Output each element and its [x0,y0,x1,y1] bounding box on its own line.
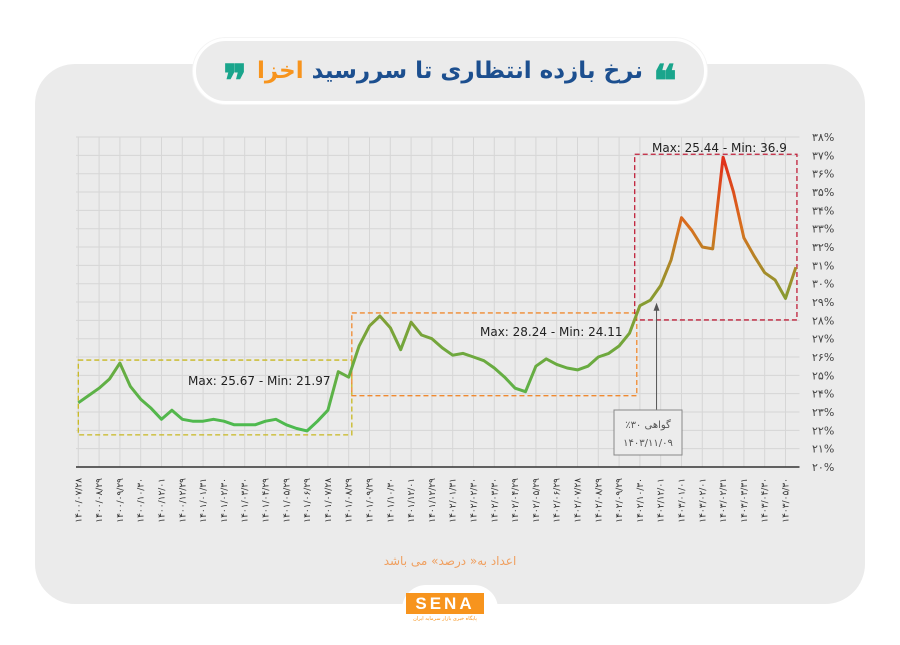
y-tick-label: ۲۲% [812,424,834,437]
x-tick-label: ۱۴۰۱/۱۲/۲۹ [428,478,438,523]
x-tick-label: ۱۴۰۳/۰۱/۰۱ [678,478,688,523]
y-tick-label: ۲۹% [812,296,834,309]
y-tick-label: ۳۳% [812,223,834,236]
y-tick-label: ۲۶% [812,351,834,364]
range-label: Max: 25.44 - Min: 36.9 [652,141,787,155]
x-tick-label: ۱۴۰۲/۰۸/۲۹ [594,478,604,523]
x-tick-label: ۱۴۰۲/۰۴/۲۹ [511,478,521,523]
title-accent: اخزا [256,58,304,84]
x-tick-label: ۱۴۰۲/۰۵/۲۹ [532,478,542,523]
x-tick-label: ۱۴۰۰/۰۷/۲۸ [74,478,84,523]
x-tick-label: ۱۴۰۱/۰۲/۳۰ [220,478,230,523]
x-tick-label: ۱۴۰۱/۰۹/۲۹ [366,478,376,523]
x-tick-label: ۱۴۰۱/۰۳/۳۰ [241,478,251,523]
logo-subtitle: پایگاه خبری بازار سرمایه ایران [413,616,477,622]
x-tick-label: ۱۴۰۲/۰۶/۲۹ [553,478,563,523]
range-box [77,359,353,436]
x-tick-label: ۱۴۰۱/۱۰/۳۰ [386,478,396,523]
x-tick-label: ۱۴۰۰/۰۸/۲۹ [95,478,105,523]
y-tick-label: ۳۶% [812,168,834,181]
grid [76,136,800,468]
x-tick-label: ۱۴۰۰/۰۹/۲۹ [116,478,126,523]
x-tick-label: ۱۴۰۰/۱۲/۰۱ [158,478,168,523]
y-tick-label: ۲۸% [812,314,834,327]
y-tick-label: ۳۵% [812,186,834,199]
y-tick-label: ۲۴% [812,388,834,401]
y-tick-label: ۳۸% [812,131,834,144]
range-boxes [77,153,798,436]
page-title: نرخ بازده انتظاری تا سررسید اخزا [257,58,643,84]
y-tick-label: ۳۴% [812,204,834,217]
y-tick-label: ۳۷% [812,149,834,162]
y-tick-label: ۳۲% [812,241,834,254]
range-box [634,153,798,321]
x-tick-label: ۱۴۰۲/۰۹/۲۹ [615,478,625,523]
x-tick-label: ۱۴۰۰/۱۲/۲۹ [178,478,188,523]
y-tick-labels: ۲۰% ۲۱% ۲۲% ۲۳% ۲۴% ۲۵% ۲۶% ۲۷% ۲۸% ۲۹% ۳۰% ۳۱% ۳۲% ۳… [812,131,834,474]
callout-line2: ۱۴۰۳/۱۱/۰۹ [623,438,673,449]
x-tick-label: ۱۴۰۲/۰۷/۲۸ [574,478,584,523]
x-tick-label: ۱۴۰۱/۰۸/۲۹ [345,478,355,523]
sena-logo: SENA [406,593,484,614]
x-tick-label: ۱۴۰۲/۰۲/۳۰ [470,478,480,523]
y-tick-label: ۲۳% [812,406,834,419]
x-tick-label: ۱۴۰۱/۰۱/۳۱ [199,478,209,523]
title-main: نرخ بازده انتظاری تا سررسید [311,58,644,84]
x-tick-label: ۱۴۰۲/۰۳/۳۰ [490,478,500,523]
y-tick-label: ۳۱% [812,259,834,272]
x-tick-label: ۱۴۰۳/۰۴/۳۰ [761,478,771,523]
callout-arrow-icon [653,302,660,311]
x-tick-label: ۱۴۰۰/۱۰/۳۰ [137,478,147,523]
y-tick-label: ۳۰% [812,278,834,291]
x-tick-label: ۱۴۰۳/۰۵/۳۰ [782,478,792,523]
footer-note: اعداد به« درصد» می باشد [383,554,517,568]
callout: گواهی ۳۰٪ ۱۴۰۳/۱۱/۰۹ [613,302,683,456]
annotations: Max: 25.67 - Min: 21.97 Max: 28.24 - Min:… [188,141,787,388]
x-tick-labels: ۱۴۰۰/۰۷/۲۸ ۱۴۰۰/۰۸/۲۹ ۱۴۰۰/۰۹/۲۹ ۱۴۰۰/۱۰/۳۰… [74,478,791,523]
x-tick-label: ۱۴۰۱/۰۵/۲۹ [282,478,292,523]
x-tick-label: ۱۴۰۱/۰۴/۲۹ [262,478,272,523]
x-tick-label: ۱۴۰۲/۰۱/۳۱ [449,478,459,523]
callout-box [613,409,683,456]
y-tick-label: ۲۰% [812,461,834,474]
x-tick-label: ۱۴۰۲/۱۰/۳۰ [636,478,646,523]
x-tick-label: ۱۴۰۱/۰۷/۲۸ [324,478,334,523]
x-tick-label: ۱۴۰۱/۱۲/۰۱ [407,478,417,523]
range-label: Max: 25.67 - Min: 21.97 [188,374,330,388]
y-tick-label: ۲۷% [812,333,834,346]
x-tick-label: ۱۴۰۳/۰۲/۰۱ [698,478,708,523]
y-tick-label: ۲۱% [812,443,834,456]
x-tick-label: ۱۴۰۳/۰۲/۳۱ [719,478,729,523]
range-label: Max: 28.24 - Min: 24.11 [480,325,622,339]
series-line [77,155,798,433]
y-tick-label: ۲۵% [812,369,834,382]
x-tick-label: ۱۴۰۲/۱۲/۰۱ [657,478,667,523]
x-tick-label: ۱۴۰۱/۰۶/۲۹ [303,478,313,523]
callout-line1: گواهی ۳۰٪ [625,419,671,431]
x-tick-label: ۱۴۰۳/۰۳/۳۱ [740,478,750,523]
title-banner: ❞ نرخ بازده انتظاری تا سررسید اخزا ❝ [193,38,707,104]
